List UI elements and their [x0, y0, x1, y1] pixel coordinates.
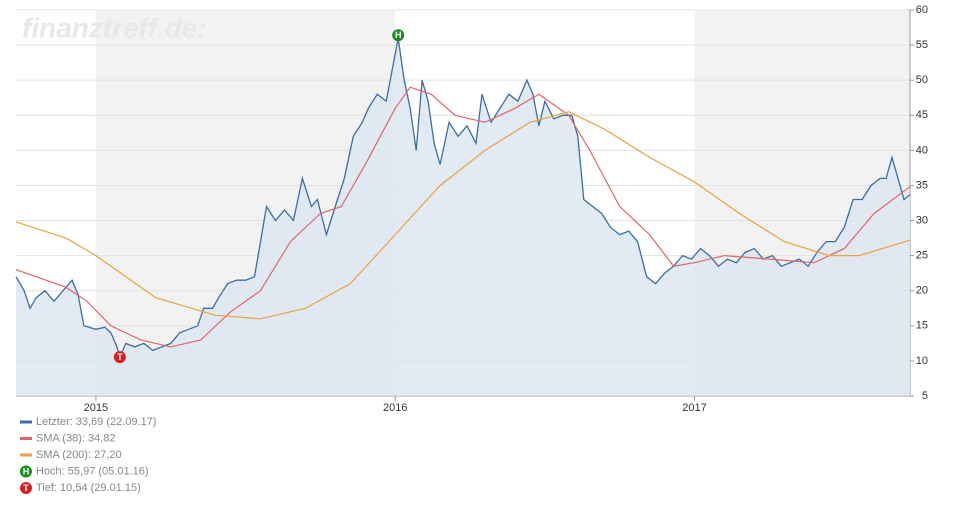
x-tick-label: 2015 — [84, 402, 108, 414]
line — [15, 86, 911, 348]
marker-label: H — [395, 30, 402, 40]
y-tick-label: 10 — [916, 355, 928, 367]
x-tick-label: 2017 — [682, 402, 706, 414]
y-tick-label: 35 — [916, 179, 928, 191]
marker — [392, 29, 405, 42]
legend-marker-label: T — [23, 483, 29, 493]
legend-label: SMA (38): 34,82 — [36, 432, 116, 444]
legend: Letzter: 33,69 (22.09.17) SMA (38): 34,82… — [20, 416, 156, 494]
y-tick-label: 20 — [916, 285, 928, 297]
y-tick-label: 55 — [916, 39, 928, 51]
y-tick-label: 5 — [922, 390, 928, 402]
y-tick-label: 15 — [916, 320, 928, 332]
y-tick-label: 60 — [916, 4, 928, 16]
x-tick-label: 2016 — [383, 402, 407, 414]
y-tick-label: 45 — [916, 109, 928, 121]
legend-marker — [20, 465, 32, 478]
legend-marker — [20, 482, 32, 494]
legend-label: Letzter: 33,69 (22.09.17) — [36, 416, 156, 428]
line — [15, 38, 911, 360]
y-tick-label: 25 — [916, 250, 928, 262]
legend-label: SMA (200): 27,20 — [36, 449, 122, 461]
y-tick-label: 40 — [916, 144, 928, 156]
watermark: finanztreff.de: — [22, 12, 207, 43]
line — [15, 111, 911, 320]
legend-label: Tief: 10,54 (29.01.15) — [36, 482, 141, 494]
marker — [113, 351, 126, 364]
y-tick-label: 50 — [916, 74, 928, 86]
marker-label: T — [117, 352, 123, 362]
area — [16, 38, 910, 397]
legend-marker-label: H — [23, 466, 30, 476]
legend-label: Hoch: 55,97 (05.01.16) — [36, 465, 149, 477]
y-tick-label: 30 — [916, 214, 928, 226]
